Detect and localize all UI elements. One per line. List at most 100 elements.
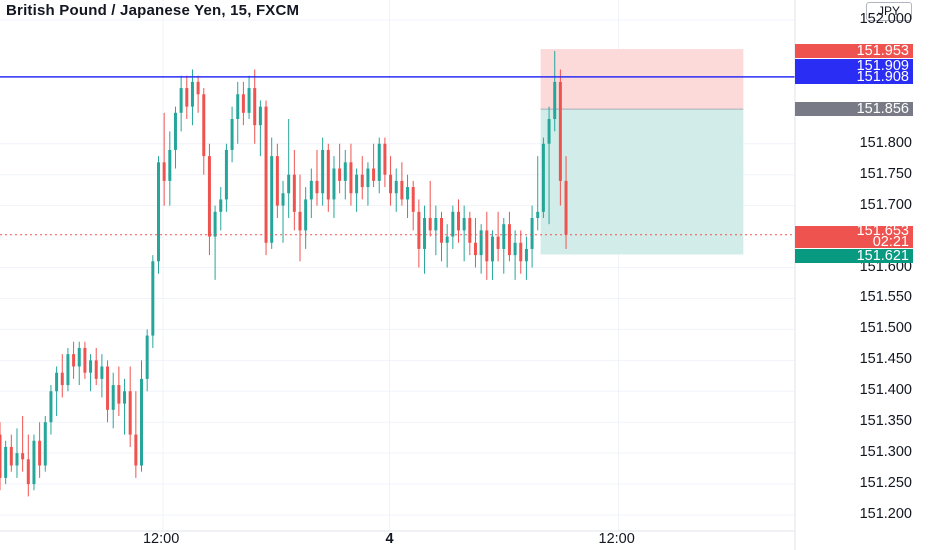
candle-body — [202, 94, 206, 157]
time-tick-label: 12:00 — [142, 531, 180, 547]
candle-body — [462, 218, 466, 231]
candle-body — [38, 440, 42, 466]
candle-body — [292, 174, 296, 212]
candle-body — [72, 354, 76, 367]
candle-body — [21, 453, 25, 460]
candle-body — [32, 440, 36, 485]
candle-body — [423, 218, 427, 249]
candle-body — [298, 211, 302, 231]
candle-body — [332, 168, 336, 200]
candle-body — [190, 81, 194, 107]
candle-body — [117, 385, 121, 404]
last-price-label: 151.653 02:21 — [795, 223, 913, 249]
candle-body — [496, 236, 500, 249]
price-tick-label: 152.000 — [859, 11, 912, 27]
candle-body — [213, 211, 217, 237]
candle-body — [15, 453, 19, 466]
candle-body — [140, 378, 144, 466]
candle-body — [275, 156, 279, 206]
price-tick-label: 151.200 — [859, 506, 912, 522]
candle-body — [55, 372, 59, 392]
take-profit-zone[interactable] — [540, 109, 744, 255]
candle-body — [326, 149, 330, 200]
candle-body — [270, 156, 274, 243]
candle-body — [389, 174, 393, 194]
candle-body — [519, 242, 523, 262]
candle-body — [321, 149, 325, 194]
candle-body — [287, 174, 291, 194]
stop-loss-zone[interactable] — [540, 49, 744, 110]
chart-title: British Pound / Japanese Yen, 15, FXCM — [6, 2, 300, 19]
candle-body — [43, 422, 47, 466]
line-price-label: 151.908 — [795, 70, 913, 84]
candle-body — [377, 143, 381, 181]
candle-body — [309, 180, 313, 200]
candle-body — [502, 224, 506, 249]
candle-body — [26, 459, 30, 485]
candle-body — [451, 211, 455, 237]
candle-body — [524, 248, 528, 262]
price-tick-label: 151.350 — [859, 413, 912, 430]
line-price-label-top: 151.909 — [795, 59, 913, 73]
candle-body — [230, 119, 234, 150]
candle-body — [207, 156, 211, 237]
candle-body — [456, 211, 460, 231]
stop-price-label: 151.953 — [795, 44, 913, 58]
candle-body — [258, 106, 262, 126]
last-price-value: 151.653 — [856, 223, 909, 239]
time-tick-label: 12:00 — [598, 531, 635, 547]
candle-body — [406, 187, 410, 200]
candle-body — [60, 372, 64, 386]
grid-lines — [0, 0, 795, 531]
candle-body — [485, 230, 489, 262]
price-tick-label: 151.250 — [859, 475, 912, 492]
candle-body — [162, 162, 166, 181]
candle-body — [360, 174, 364, 188]
price-tick-label: 151.800 — [859, 134, 912, 151]
candle-body — [236, 94, 240, 119]
candle-body — [9, 446, 13, 466]
candle-body — [411, 187, 415, 212]
candle-body — [343, 162, 347, 181]
price-tick-label: 151.500 — [859, 320, 912, 337]
price-tick-label: 151.750 — [859, 165, 912, 182]
price-tick-label: 151.300 — [859, 444, 912, 461]
candle-body — [100, 366, 104, 379]
candle-body — [428, 218, 432, 231]
candle-body — [530, 218, 534, 249]
candle-body — [547, 119, 551, 144]
candle-body — [156, 162, 160, 262]
candle-body — [479, 230, 483, 256]
candle-body — [507, 224, 511, 256]
candle-body — [173, 112, 177, 150]
candle-body — [185, 88, 189, 107]
candle-body — [445, 236, 449, 243]
candle-body — [349, 162, 353, 194]
candle-body — [253, 88, 257, 126]
candle-body — [224, 149, 228, 200]
candle-body — [558, 81, 562, 181]
candle-body — [83, 347, 87, 373]
candle-body — [536, 211, 540, 218]
candle-body — [77, 347, 81, 367]
currency-label[interactable]: JPY — [866, 2, 912, 21]
candle-body — [468, 218, 472, 243]
candle-body — [128, 391, 132, 435]
price-tick-label: 151.400 — [859, 382, 912, 399]
candles — [0, 50, 568, 497]
candle-body — [338, 168, 342, 181]
candle-body — [490, 236, 494, 262]
candle-body — [219, 199, 223, 212]
price-tick-label: 151.700 — [859, 196, 912, 213]
candle-body — [106, 366, 110, 410]
candle-body — [383, 143, 387, 175]
candle-body — [400, 180, 404, 200]
price-tick-label: 151.550 — [859, 289, 912, 306]
candle-body — [366, 168, 370, 188]
candle-body — [111, 385, 115, 410]
candle-body — [0, 434, 2, 478]
candle-body — [564, 180, 568, 235]
candle-body — [66, 354, 70, 386]
candle-body — [417, 211, 421, 249]
